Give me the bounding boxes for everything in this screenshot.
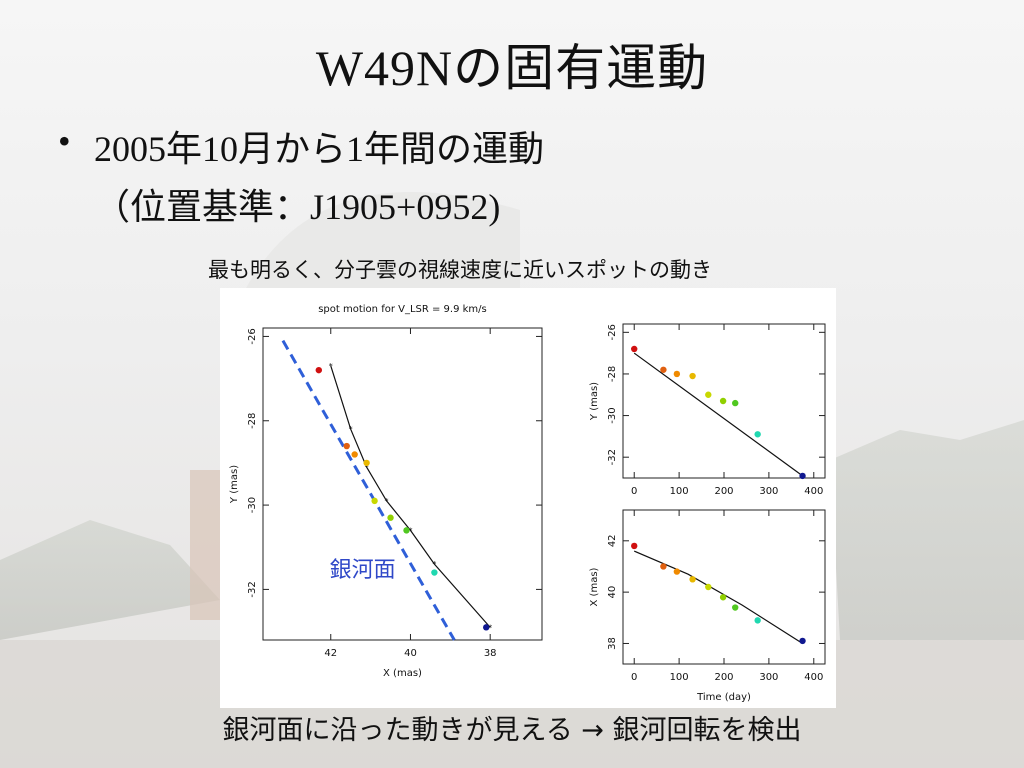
y-vs-time-xtick-label: 0 bbox=[631, 486, 637, 497]
sky-plane-label: 銀河面 bbox=[330, 558, 396, 583]
motion-figure-svg: 42 40 38 -26 -28 -30 -32 X (mas) Y (mas) spot mot… bbox=[229, 304, 826, 703]
sky-fit-star: * bbox=[365, 463, 369, 472]
y-vs-time-data-point bbox=[732, 399, 739, 407]
sky-ytick-label: -28 bbox=[247, 413, 258, 429]
sky-data-point bbox=[363, 459, 370, 467]
x-vs-time-ylabel: X (mas) bbox=[589, 567, 600, 606]
x-vs-time-data-point bbox=[719, 594, 727, 601]
sky-xtick-label: 38 bbox=[484, 648, 497, 659]
sky-data-point bbox=[371, 497, 378, 505]
y-vs-time-data-point bbox=[631, 345, 638, 353]
x-vs-time-xtick-label: 100 bbox=[670, 672, 689, 683]
y-vs-time-ytick-label: -26 bbox=[607, 324, 618, 340]
sky-fit-star: * bbox=[349, 425, 353, 434]
sky-frame bbox=[262, 327, 543, 641]
x-vs-time-xtick-label: 400 bbox=[804, 672, 823, 683]
sky-fit-line bbox=[330, 365, 491, 628]
y-vs-time-ylabel: Y (mas) bbox=[589, 382, 600, 421]
y-vs-time-ytick-label: -32 bbox=[607, 449, 618, 465]
y-vs-time-data-point bbox=[754, 431, 761, 438]
y-vs-time-xtick-label: 200 bbox=[714, 486, 733, 497]
bullet-line-1: 2005年10月から1年間の運動 bbox=[94, 129, 545, 169]
bullet-line-2: （位置基準：J1905+0952) bbox=[94, 187, 501, 227]
y-vs-time-data-point bbox=[660, 366, 667, 373]
x-vs-time-xlabel: Time (day) bbox=[696, 692, 751, 703]
y-vs-time-data-point bbox=[799, 472, 806, 480]
sky-galactic-plane bbox=[281, 339, 456, 641]
conclusion-text: 銀河面に沿った動きが見える → 銀河回転を検出 bbox=[222, 715, 802, 746]
sky-data-point bbox=[343, 442, 350, 450]
sky-fit-star: * bbox=[408, 526, 412, 535]
x-vs-time-xtick-label: 200 bbox=[714, 672, 733, 683]
sky-ytick-label: -32 bbox=[247, 581, 258, 597]
figure-caption: 最も明るく、分子雲の視線速度に近いスポットの動き bbox=[208, 258, 712, 282]
x-vs-time-data-point bbox=[689, 576, 696, 583]
y-vs-time-xtick-label: 400 bbox=[804, 486, 823, 497]
x-vs-time-data-point bbox=[631, 542, 638, 550]
x-vs-time-data-point bbox=[660, 563, 667, 570]
y-vs-time-xtick-label: 300 bbox=[759, 486, 778, 497]
sky-xtick-label: 40 bbox=[404, 648, 417, 659]
x-vs-time-ytick-label: 40 bbox=[607, 586, 618, 599]
sky-fit-star: * bbox=[488, 623, 492, 632]
sky-data-point bbox=[403, 527, 410, 534]
x-vs-time-frame bbox=[622, 509, 826, 665]
x-vs-time-fit-line bbox=[633, 550, 803, 645]
sky-fit-star: * bbox=[385, 497, 389, 506]
sky-data-point bbox=[483, 624, 490, 631]
sky-xlabel: X (mas) bbox=[383, 668, 422, 679]
sky-data-point bbox=[431, 569, 438, 576]
x-vs-time-data-point bbox=[732, 604, 739, 611]
x-vs-time-ytick-label: 38 bbox=[607, 637, 618, 650]
sky-data-point bbox=[351, 451, 358, 458]
sky-fit-star: * bbox=[329, 362, 333, 371]
y-vs-time-fit-line bbox=[633, 352, 803, 477]
y-vs-time-data-point bbox=[705, 391, 712, 398]
x-vs-time-xtick-label: 300 bbox=[759, 672, 778, 683]
sky-fit-star: * bbox=[432, 560, 436, 569]
sky-title: spot motion for V_LSR = 9.9 km/s bbox=[318, 304, 487, 315]
y-vs-time-xtick-label: 100 bbox=[670, 486, 689, 497]
x-vs-time-data-point bbox=[705, 583, 712, 591]
sky-ytick-label: -26 bbox=[247, 328, 258, 344]
sky-ytick-label: -30 bbox=[247, 497, 258, 513]
x-vs-time-data-point bbox=[754, 617, 761, 624]
slide-title: W49Nの固有運動 bbox=[315, 40, 709, 96]
x-vs-time-data-point bbox=[673, 568, 681, 575]
x-vs-time-data-point bbox=[799, 637, 806, 645]
motion-figure: 42 40 38 -26 -28 -30 -32 X (mas) Y (mas) spot mot… bbox=[220, 288, 836, 708]
y-vs-time-data-point bbox=[689, 372, 696, 380]
y-vs-time-ytick-label: -30 bbox=[607, 407, 618, 423]
sky-ylabel: Y (mas) bbox=[229, 465, 240, 504]
sky-data-point bbox=[387, 514, 394, 521]
bullet-dot: • bbox=[58, 121, 71, 161]
sky-xtick-label: 42 bbox=[324, 648, 337, 659]
y-vs-time-data-point bbox=[719, 397, 727, 405]
y-vs-time-data-point bbox=[673, 370, 681, 378]
x-vs-time-ytick-label: 42 bbox=[607, 534, 618, 547]
x-vs-time-xtick-label: 0 bbox=[631, 672, 637, 683]
y-vs-time-ytick-label: -28 bbox=[607, 366, 618, 382]
sky-data-point bbox=[315, 366, 322, 374]
